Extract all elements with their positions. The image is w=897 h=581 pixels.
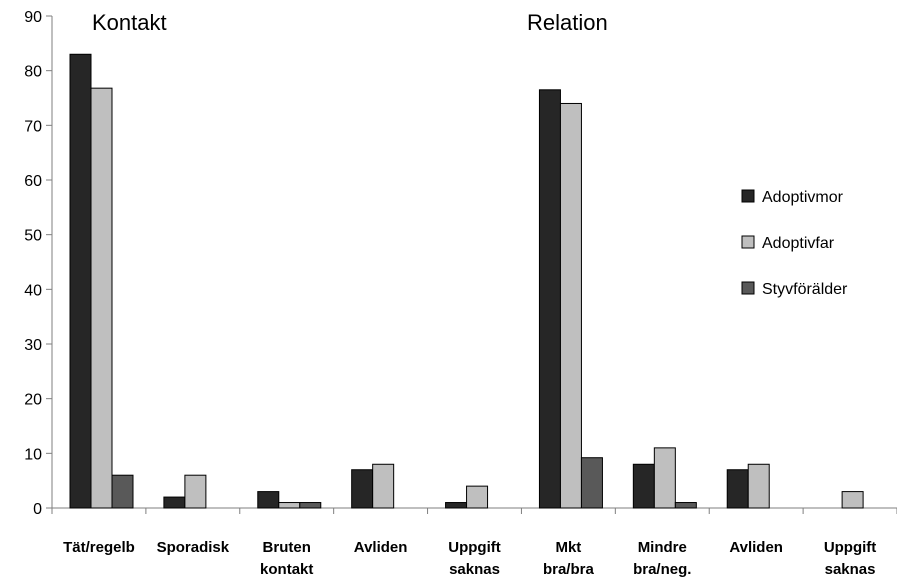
labels: Tät/regelb Sporadisk Bruten kontakt Avliden U… xyxy=(63,539,876,578)
bar-adoptivmor xyxy=(445,502,468,509)
legend-label: Adoptivfar xyxy=(762,235,835,252)
bar-styvförälder xyxy=(111,474,134,509)
bar-adoptivfar xyxy=(90,87,113,509)
bar-adoptivmor xyxy=(632,463,655,509)
y-tick-label: 40 xyxy=(24,282,42,299)
legend-label: Styvförälder xyxy=(762,281,848,298)
bar-adoptivfar xyxy=(184,474,207,509)
bar-adoptivfar xyxy=(653,447,676,509)
legend-label: Adoptivmor xyxy=(762,189,844,206)
x-tick-label: Tät/regelb xyxy=(63,539,135,556)
bar-adoptivfar xyxy=(372,463,395,509)
bar-adoptivmor xyxy=(351,469,374,509)
bar-adoptivfar xyxy=(466,485,489,509)
y-tick-label: 10 xyxy=(24,446,42,463)
y-tick-label: 50 xyxy=(24,228,42,245)
x-tick-label: Sporadisk xyxy=(157,539,230,556)
y-tick-label: 90 xyxy=(24,9,42,26)
bar-adoptivmor xyxy=(69,53,92,509)
y-tick-label: 30 xyxy=(24,337,42,354)
y-tick-label: 60 xyxy=(24,173,42,190)
x-tick-label: Bruten kontakt xyxy=(260,539,313,578)
bar-adoptivfar xyxy=(747,463,770,509)
x-tick-label: Uppgift saknas xyxy=(824,539,876,578)
x-tick-label: Uppgift saknas xyxy=(448,539,500,578)
annotation-kontakt: Kontakt xyxy=(92,10,167,35)
y-tick-label: 70 xyxy=(24,118,42,135)
legend-swatch xyxy=(741,281,755,295)
y-tick-label: 20 xyxy=(24,392,42,409)
bar-adoptivmor xyxy=(726,469,749,509)
bar-adoptivmor xyxy=(538,89,561,509)
bar-styvförälder xyxy=(674,502,697,509)
bar-adoptivmor xyxy=(163,496,186,509)
bars xyxy=(69,53,864,509)
legend-swatch xyxy=(741,235,755,249)
bar-styvförälder xyxy=(299,502,322,509)
x-tick-label: Mindre bra/neg. xyxy=(633,539,691,578)
annotation-relation: Relation xyxy=(527,10,608,35)
axes: 0 10 20 30 40 50 60 70 80 90 xyxy=(24,9,897,518)
bar-adoptivfar xyxy=(841,491,864,509)
bar-styvförälder xyxy=(580,457,603,509)
x-tick-label: Avliden xyxy=(354,539,408,556)
bar-adoptivfar xyxy=(278,502,301,509)
legend: Adoptivmor Adoptivfar Styvförälder xyxy=(741,189,848,298)
bar-adoptivmor xyxy=(257,491,280,509)
legend-swatch xyxy=(741,189,755,203)
y-tick-label: 0 xyxy=(33,501,42,518)
bar-adoptivfar xyxy=(559,102,582,509)
x-tick-label: Mkt bra/bra xyxy=(543,539,595,578)
x-tick-label: Avliden xyxy=(729,539,783,556)
y-tick-label: 80 xyxy=(24,64,42,81)
